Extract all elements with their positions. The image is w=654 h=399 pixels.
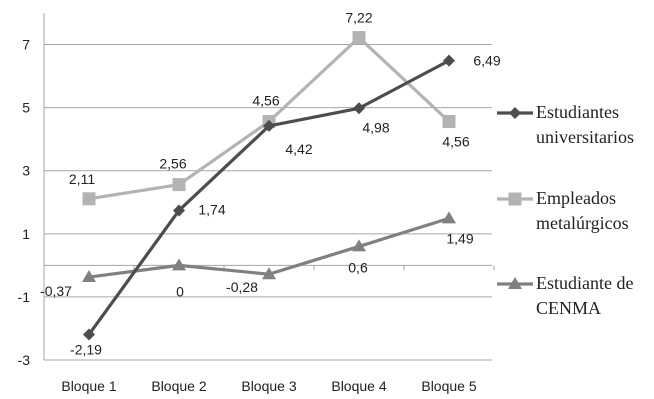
data-label: 7,22 <box>345 10 372 26</box>
y-tick-label: 1 <box>22 226 30 242</box>
tick-labels: -3 -1 1 3 5 7 Bloque 1 Bloque 2 Bloque 3 Bloque 4… <box>18 37 477 394</box>
y-tick-label: 7 <box>22 37 30 53</box>
data-point <box>509 107 521 119</box>
legend-label: Estudiantes <box>536 102 619 122</box>
series-estudiantes-universitarios <box>83 54 455 341</box>
data-label: 1,74 <box>198 201 225 217</box>
data-labels-group: -2,19 1,74 4,42 4,98 6,49 2,11 2,56 4,56 7,22 4,5… <box>40 10 501 358</box>
legend: Estudiantes universitarios Empleados metalú… <box>497 102 634 318</box>
data-label: -0,37 <box>40 283 72 299</box>
data-point <box>83 328 95 341</box>
x-tick-label: Bloque 1 <box>61 378 116 394</box>
data-point <box>262 267 276 280</box>
legend-item: Estudiante de CENMA <box>497 273 633 318</box>
y-tick-label: 5 <box>22 100 30 116</box>
y-tick-label: 3 <box>22 163 30 179</box>
data-point <box>353 102 365 115</box>
data-point <box>172 178 186 192</box>
axes <box>43 13 495 360</box>
series-empleados-metalurgicos <box>82 31 456 206</box>
x-tick-label: Bloque 2 <box>151 378 206 394</box>
data-point <box>263 119 275 132</box>
series-group <box>82 31 456 341</box>
y-tick-label: -1 <box>18 289 31 305</box>
data-point <box>508 277 522 289</box>
data-point <box>442 211 456 224</box>
legend-item: Estudiantes universitarios <box>497 102 634 147</box>
data-point <box>82 270 96 283</box>
data-label: 4,56 <box>442 134 469 150</box>
series-estudiante-de-cenma <box>82 211 456 283</box>
data-point <box>442 115 456 129</box>
legend-label: universitarios <box>536 127 634 147</box>
data-point <box>82 192 96 206</box>
data-label: 6,49 <box>473 53 500 69</box>
data-label: 0,6 <box>348 259 368 275</box>
data-point <box>508 192 522 206</box>
data-label: 2,11 <box>69 171 95 187</box>
legend-label: CENMA <box>536 298 601 318</box>
data-label: 0 <box>176 283 184 299</box>
y-tick-label: -3 <box>18 352 31 368</box>
data-point <box>172 258 186 271</box>
gridlines <box>44 44 492 361</box>
data-label: -0,28 <box>226 279 258 295</box>
data-point <box>352 239 366 252</box>
x-tick-label: Bloque 3 <box>241 378 296 394</box>
legend-label: metalúrgicos <box>536 213 629 233</box>
x-tick-label: Bloque 4 <box>331 378 386 394</box>
legend-item: Empleados metalúrgicos <box>497 188 629 233</box>
data-label: 4,98 <box>362 119 389 135</box>
data-label: 2,56 <box>159 156 186 172</box>
legend-label: Estudiante de <box>536 273 633 293</box>
data-label: 1,49 <box>446 230 473 246</box>
legend-label: Empleados <box>536 188 616 208</box>
data-label: -2,19 <box>70 341 102 357</box>
data-point <box>173 204 185 217</box>
data-label: 4,56 <box>252 93 279 109</box>
x-tick-label: Bloque 5 <box>421 378 476 394</box>
data-point <box>443 54 455 67</box>
data-label: 4,42 <box>285 141 312 157</box>
data-point <box>352 31 366 45</box>
